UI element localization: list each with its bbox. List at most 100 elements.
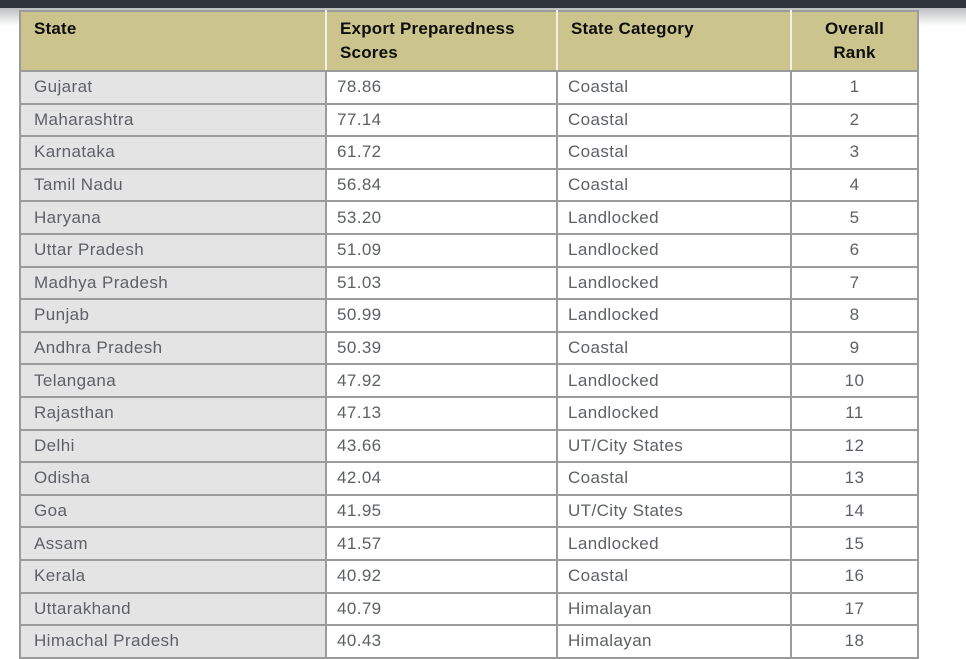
table-row: Madhya Pradesh 51.03 Landlocked 7 — [19, 265, 919, 301]
cell-score: 41.57 — [325, 526, 558, 561]
table-row: Uttarakhand 40.79 Himalayan 17 — [19, 591, 919, 627]
cell-category-partial — [556, 656, 792, 659]
export-preparedness-table: State Export Preparedness Scores State C… — [19, 10, 919, 659]
header-row: State Export Preparedness Scores State C… — [19, 10, 919, 72]
cell-category: UT/City States — [556, 493, 792, 529]
table-row: Rajasthan 47.13 Landlocked 11 — [19, 395, 919, 431]
cell-state: Maharashtra — [19, 102, 327, 138]
cell-state: Uttarakhand — [19, 591, 327, 627]
cell-score: 42.04 — [325, 461, 558, 496]
cell-rank: 7 — [790, 265, 919, 301]
cell-category: Landlocked — [556, 265, 792, 301]
table-body: Gujarat 78.86 Coastal 1 Maharashtra 77.14 Coas… — [19, 70, 919, 659]
cell-state: Himachal Pradesh — [19, 624, 327, 659]
cell-state: Karnataka — [19, 135, 327, 170]
cell-state: Haryana — [19, 200, 327, 235]
table-row: Karnataka 61.72 Coastal 3 — [19, 135, 919, 170]
top-toolbar-edge — [0, 0, 966, 8]
cell-state-partial — [19, 656, 327, 659]
cell-score: 40.43 — [325, 624, 558, 659]
cell-state: Assam — [19, 526, 327, 561]
cell-category: Coastal — [556, 461, 792, 496]
cell-state: Punjab — [19, 298, 327, 333]
cell-category: Coastal — [556, 135, 792, 170]
cell-rank: 13 — [790, 461, 919, 496]
table-row: Assam 41.57 Landlocked 15 — [19, 526, 919, 561]
column-header-state: State — [19, 10, 327, 72]
table-row: Andhra Pradesh 50.39 Coastal 9 — [19, 330, 919, 366]
cell-score: 77.14 — [325, 102, 558, 138]
cell-rank: 6 — [790, 232, 919, 268]
table-row: Odisha 42.04 Coastal 13 — [19, 461, 919, 496]
table-row: Gujarat 78.86 Coastal 1 — [19, 70, 919, 105]
cell-category: Coastal — [556, 167, 792, 203]
cell-score: 50.99 — [325, 298, 558, 333]
cell-score-partial — [325, 656, 558, 659]
cell-score: 40.92 — [325, 558, 558, 594]
cell-score: 41.95 — [325, 493, 558, 529]
cell-score: 78.86 — [325, 70, 558, 105]
cell-rank: 8 — [790, 298, 919, 333]
cell-state: Odisha — [19, 461, 327, 496]
cell-state: Uttar Pradesh — [19, 232, 327, 268]
cell-rank: 12 — [790, 428, 919, 464]
cell-category: Landlocked — [556, 526, 792, 561]
table-row: Maharashtra 77.14 Coastal 2 — [19, 102, 919, 138]
cell-state: Goa — [19, 493, 327, 529]
cell-rank: 5 — [790, 200, 919, 235]
cell-state: Rajasthan — [19, 395, 327, 431]
cell-score: 47.92 — [325, 363, 558, 398]
cell-rank: 1 — [790, 70, 919, 105]
cell-category: Landlocked — [556, 232, 792, 268]
cell-state: Telangana — [19, 363, 327, 398]
cell-score: 40.79 — [325, 591, 558, 627]
column-header-category: State Category — [557, 10, 792, 72]
cell-rank-partial — [790, 656, 919, 659]
cell-rank: 4 — [790, 167, 919, 203]
cell-rank: 14 — [790, 493, 919, 529]
cell-score: 51.03 — [325, 265, 558, 301]
column-header-scores: Export Preparedness Scores — [326, 10, 558, 72]
cell-rank: 17 — [790, 591, 919, 627]
table-row: Kerala 40.92 Coastal 16 — [19, 558, 919, 594]
cell-category: Landlocked — [556, 395, 792, 431]
table-row: Delhi 43.66 UT/City States 12 — [19, 428, 919, 464]
cell-rank: 10 — [790, 363, 919, 398]
cell-rank: 15 — [790, 526, 919, 561]
cell-rank: 11 — [790, 395, 919, 431]
cell-score: 61.72 — [325, 135, 558, 170]
cell-score: 43.66 — [325, 428, 558, 464]
table-row: Himachal Pradesh 40.43 Himalayan 18 — [19, 624, 919, 659]
cell-rank: 9 — [790, 330, 919, 366]
table-row-partial — [19, 656, 919, 659]
cell-category: Coastal — [556, 558, 792, 594]
cell-state: Delhi — [19, 428, 327, 464]
cell-state: Tamil Nadu — [19, 167, 327, 203]
cell-category: Landlocked — [556, 298, 792, 333]
cell-rank: 16 — [790, 558, 919, 594]
column-header-rank: Overall Rank — [791, 10, 919, 72]
cell-rank: 18 — [790, 624, 919, 659]
cell-category: Coastal — [556, 70, 792, 105]
cell-category: Himalayan — [556, 591, 792, 627]
table-row: Uttar Pradesh 51.09 Landlocked 6 — [19, 232, 919, 268]
cell-category: Coastal — [556, 330, 792, 366]
cell-category: Coastal — [556, 102, 792, 138]
table-row: Tamil Nadu 56.84 Coastal 4 — [19, 167, 919, 203]
cell-score: 50.39 — [325, 330, 558, 366]
cell-score: 56.84 — [325, 167, 558, 203]
cell-score: 51.09 — [325, 232, 558, 268]
cell-score: 47.13 — [325, 395, 558, 431]
cell-category: Landlocked — [556, 200, 792, 235]
table-row: Telangana 47.92 Landlocked 10 — [19, 363, 919, 398]
cell-score: 53.20 — [325, 200, 558, 235]
cell-rank: 3 — [790, 135, 919, 170]
cell-category: Landlocked — [556, 363, 792, 398]
table-row: Punjab 50.99 Landlocked 8 — [19, 298, 919, 333]
cell-state: Andhra Pradesh — [19, 330, 327, 366]
cell-state: Madhya Pradesh — [19, 265, 327, 301]
table-row: Haryana 53.20 Landlocked 5 — [19, 200, 919, 235]
cell-state: Kerala — [19, 558, 327, 594]
cell-state: Gujarat — [19, 70, 327, 105]
